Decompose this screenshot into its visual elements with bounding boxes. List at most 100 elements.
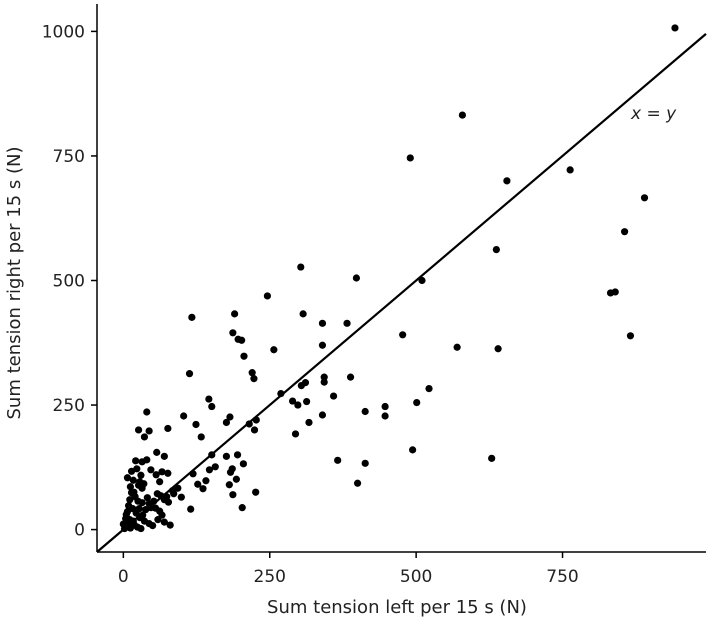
data-point: [413, 398, 421, 407]
data-point: [353, 479, 362, 487]
data-point: [277, 389, 285, 398]
data-point: [222, 418, 231, 427]
data-point: [166, 521, 174, 529]
data-point: [488, 454, 496, 462]
data-point: [199, 485, 207, 493]
data-point: [343, 319, 351, 327]
data-point: [318, 341, 327, 349]
data-point: [139, 511, 147, 519]
data-point: [626, 332, 635, 340]
data-point: [132, 457, 140, 465]
data-point: [250, 375, 258, 383]
data-point: [180, 412, 188, 420]
data-point: [225, 481, 233, 489]
data-point: [194, 480, 202, 488]
data-point: [126, 496, 134, 504]
data-point: [263, 292, 272, 300]
data-point: [320, 373, 328, 381]
y-tick-label: 500: [53, 271, 85, 291]
data-point: [205, 395, 213, 403]
data-point: [381, 412, 389, 420]
data-point: [134, 426, 143, 434]
data-point: [229, 329, 237, 337]
data-point: [154, 516, 162, 524]
data-point: [334, 456, 342, 464]
data-point: [248, 369, 256, 377]
data-point: [318, 319, 327, 327]
data-point: [185, 370, 194, 378]
data-point: [303, 397, 311, 406]
data-point: [232, 475, 240, 483]
data-point: [153, 448, 161, 456]
data-point: [158, 468, 166, 476]
data-point: [152, 471, 160, 479]
data-point: [288, 397, 297, 405]
y-tick-label: 0: [74, 521, 85, 541]
data-point: [294, 401, 302, 409]
data-point: [381, 402, 389, 411]
data-point: [137, 471, 145, 479]
data-point: [301, 379, 310, 387]
y-tick-label: 1000: [42, 22, 85, 42]
ticks-layer: 0 250 500 750 0 250 500 750 1000: [42, 22, 579, 587]
x-tick-label: 250: [254, 567, 286, 587]
data-point: [134, 481, 143, 489]
data-point: [160, 518, 168, 526]
data-point: [143, 494, 151, 502]
data-point: [492, 246, 500, 254]
x-tick-label: 750: [546, 567, 578, 587]
data-point: [640, 194, 649, 202]
data-point: [202, 477, 210, 485]
data-point: [127, 467, 136, 475]
data-point: [621, 228, 629, 236]
data-point: [192, 420, 200, 429]
data-point: [188, 313, 196, 321]
data-point: [239, 460, 247, 468]
data-point: [250, 426, 259, 434]
data-point: [399, 331, 407, 339]
data-point: [329, 392, 338, 400]
data-point: [197, 433, 205, 441]
data-point: [189, 470, 197, 478]
data-point: [361, 459, 369, 467]
data-point: [238, 504, 246, 512]
data-point: [566, 166, 574, 174]
data-point: [238, 336, 246, 344]
x-tick-label: 500: [400, 567, 432, 587]
data-point: [318, 411, 327, 419]
x-tick-label: 0: [118, 567, 129, 587]
data-point: [252, 488, 260, 496]
data-point: [174, 484, 182, 492]
identity-reference-line: [96, 33, 707, 553]
data-point: [205, 466, 214, 474]
data-point: [425, 384, 433, 393]
data-point: [270, 346, 278, 354]
data-point: [123, 474, 132, 482]
data-point: [130, 488, 138, 496]
data-point: [291, 430, 300, 438]
data-point: [177, 493, 185, 501]
points-layer: [119, 24, 679, 533]
data-point: [320, 378, 328, 386]
data-point: [135, 505, 143, 513]
data-point: [245, 420, 253, 428]
data-point: [208, 451, 216, 459]
data-point: [458, 111, 466, 119]
data-point: [233, 451, 242, 459]
data-point: [409, 446, 417, 454]
data-point: [346, 373, 355, 381]
data-point: [406, 154, 414, 162]
data-point: [160, 452, 168, 460]
data-point: [149, 521, 157, 530]
data-point: [252, 416, 260, 424]
data-point: [119, 520, 127, 528]
data-point: [222, 452, 231, 460]
data-point: [142, 506, 150, 514]
y-tick-label: 250: [53, 396, 85, 416]
data-point: [126, 483, 134, 491]
data-point: [226, 468, 235, 476]
data-point: [211, 463, 219, 471]
data-point: [226, 413, 234, 421]
data-point: [143, 408, 151, 416]
